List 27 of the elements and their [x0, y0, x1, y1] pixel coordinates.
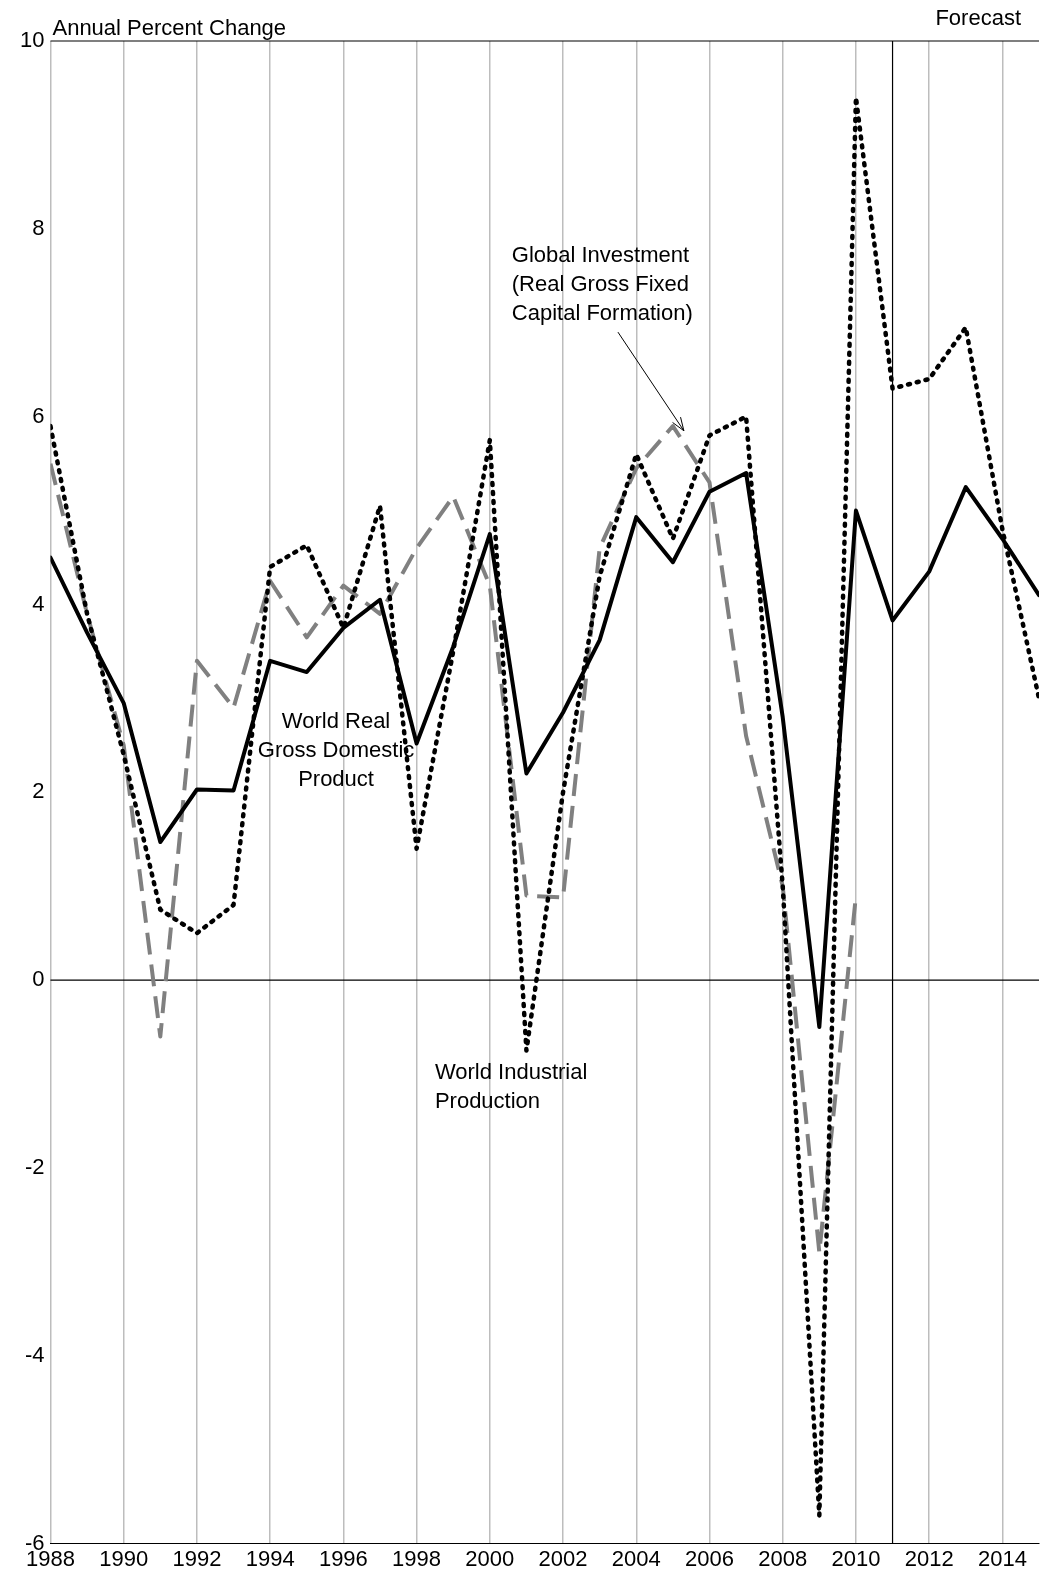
x-tick-label: 2012	[904, 1545, 954, 1571]
x-tick-label: 2002	[538, 1545, 588, 1571]
x-tick-label: 1992	[172, 1545, 222, 1571]
y-axis-title: Annual Percent Change	[52, 15, 287, 40]
x-tick-label: 2000	[465, 1545, 515, 1571]
x-tick-label: 2014	[977, 1545, 1027, 1571]
x-tick-label: 1996	[318, 1545, 368, 1571]
text: Global Investment (Real Gross Fixed Capital Formation)	[511, 241, 693, 325]
y-tick-label: 8	[32, 214, 45, 240]
y-tick-label: 4	[32, 590, 45, 616]
y-tick-label: 6	[32, 402, 45, 428]
series-label: World Industrial Production	[434, 1058, 588, 1113]
y-tick-label: -2	[24, 1154, 45, 1180]
ref-line-label: Forecast	[935, 5, 1021, 30]
x-tick-label: 1990	[99, 1545, 149, 1571]
y-tick-label: -4	[24, 1341, 45, 1367]
series-label: World Real Gross Domestic Product	[257, 708, 415, 792]
line-series	[50, 424, 858, 1255]
x-tick-label: 1998	[392, 1545, 442, 1571]
x-tick-label: 1994	[245, 1545, 295, 1571]
x-tick-label: 2010	[831, 1545, 881, 1571]
y-tick-label: 2	[32, 778, 45, 804]
x-tick-label: 2008	[758, 1545, 808, 1571]
x-tick-label: 2006	[685, 1545, 734, 1571]
y-tick-label: 0	[32, 966, 45, 992]
x-tick-label: 2004	[611, 1545, 661, 1571]
y-tick-label: 10	[19, 27, 45, 53]
